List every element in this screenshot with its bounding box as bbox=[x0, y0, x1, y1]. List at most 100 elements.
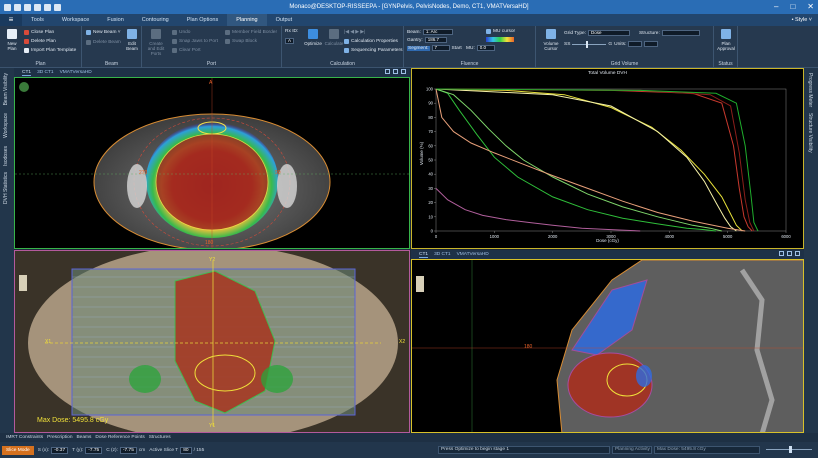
plan-approval-button[interactable]: Plan Approval bbox=[716, 29, 736, 51]
sag-maximize-icon[interactable] bbox=[787, 251, 792, 256]
bottom-tabs: IMRT Constraints Prescription Beams Dose… bbox=[0, 433, 818, 442]
undo-icon[interactable] bbox=[44, 3, 51, 11]
grid-slider[interactable] bbox=[572, 40, 607, 48]
minimize-button[interactable]: – bbox=[774, 2, 779, 11]
view-expand-icon[interactable] bbox=[401, 69, 406, 74]
axial-viewport[interactable]: A 180 270 90 bbox=[14, 77, 410, 249]
c-coordinate: C (z): -7.75 cm bbox=[106, 446, 145, 454]
side-tab-structure-visibility[interactable]: Structure Visibility bbox=[807, 113, 813, 153]
nav-icons[interactable]: |◀ ◀ ▶ ▶| bbox=[344, 30, 366, 35]
import-plan-template-button[interactable]: Import Plan Template bbox=[24, 48, 76, 53]
sequencing-parameters-button[interactable]: Sequencing Parameters bbox=[344, 48, 402, 53]
sag-expand-icon[interactable] bbox=[795, 251, 800, 256]
tab-beams[interactable]: Beams bbox=[76, 435, 92, 440]
tab-workspace[interactable]: Workspace bbox=[61, 17, 90, 23]
clear-port-button[interactable]: Clear Port bbox=[172, 48, 201, 53]
structure-select[interactable] bbox=[661, 30, 700, 36]
close-plan-button[interactable]: Close Plan bbox=[24, 30, 54, 35]
view-layout-icon[interactable] bbox=[385, 69, 390, 74]
snap-jaws-button[interactable]: Snap Jaws to Port bbox=[172, 39, 218, 44]
dvh-series-line-8 bbox=[435, 188, 641, 232]
sag-tab-plan[interactable]: VMATVersaHD bbox=[456, 252, 489, 257]
active-slice-input[interactable]: 80 bbox=[180, 446, 192, 454]
tab-prescription[interactable]: Prescription bbox=[47, 435, 73, 440]
tab-fusion[interactable]: Fusion bbox=[107, 17, 124, 23]
beam-select[interactable]: 1: Arc bbox=[422, 29, 453, 35]
optimize-button[interactable]: Optimize bbox=[302, 29, 324, 46]
tab-tools[interactable]: Tools bbox=[31, 17, 44, 23]
open-icon[interactable] bbox=[24, 3, 31, 11]
side-tab-workspace[interactable]: Workspace bbox=[3, 113, 9, 138]
sag-layout-icon[interactable] bbox=[779, 251, 784, 256]
sag-tab-3d-ct1[interactable]: 3D CT1 bbox=[434, 252, 451, 257]
delete-beam-button[interactable]: Delete Beam bbox=[86, 40, 121, 45]
new-plan-button[interactable]: New Plan bbox=[3, 29, 21, 51]
tab-plan-options[interactable]: Plan Options bbox=[186, 17, 219, 23]
volume-cursor-button[interactable]: Volume Cursor bbox=[539, 29, 563, 51]
grid-type-select[interactable]: Dose bbox=[588, 30, 631, 36]
side-tab-beam-visibility[interactable]: Beam Visibility bbox=[3, 73, 9, 106]
grid-volume-group-label: Grid Volume bbox=[610, 61, 639, 67]
tab-dose-reference-points[interactable]: Dose Reference Points bbox=[95, 435, 145, 440]
calculate-button[interactable]: Calculate bbox=[323, 29, 345, 46]
tab-planning[interactable]: Planning bbox=[227, 14, 267, 26]
new-beam-button[interactable]: New Beam ˅ bbox=[86, 30, 121, 35]
view-tab-3d-ct1[interactable]: 3D CT1 bbox=[37, 70, 54, 75]
close-button[interactable]: ✕ bbox=[807, 2, 814, 11]
left-side-panel: Beam Visibility Workspace Isodoses DVH S… bbox=[0, 68, 14, 433]
beams-eye-viewport[interactable]: Y2 Y1 X1 X2 Max Dose: 5495.8 cGy bbox=[14, 250, 410, 433]
units-input-2[interactable] bbox=[644, 41, 659, 47]
mu-input[interactable]: 0.0 bbox=[476, 45, 495, 51]
t-value[interactable]: -7.75 bbox=[85, 446, 103, 454]
tab-imrt-constraints[interactable]: IMRT Constraints bbox=[6, 435, 44, 440]
calculation-properties-button[interactable]: Calculation Properties bbox=[344, 39, 398, 44]
delete-plan-button[interactable]: Delete Plan bbox=[24, 39, 56, 44]
member-field-border-button[interactable]: Member Field Border bbox=[225, 30, 277, 35]
fluence-group-label: Fluence bbox=[460, 61, 479, 67]
zoom-slider[interactable] bbox=[766, 446, 812, 453]
view-tab-ct1[interactable]: CT1 bbox=[22, 69, 32, 76]
axial-view-header: CT1 3D CT1 VMATVersaHD bbox=[14, 68, 410, 77]
units-label: Units: bbox=[614, 41, 627, 47]
play-icon bbox=[308, 29, 318, 39]
segment-input[interactable]: 7 bbox=[431, 45, 450, 51]
side-tab-progress-meter[interactable]: Progress Meter bbox=[807, 73, 813, 108]
dvh-x-tick-label: 5000 bbox=[723, 234, 733, 239]
app-menu-button[interactable]: ≡ bbox=[0, 14, 22, 26]
tab-contouring[interactable]: Contouring bbox=[141, 17, 169, 23]
dvh-series-line-6 bbox=[435, 88, 759, 232]
units-input-1[interactable] bbox=[628, 41, 643, 47]
c-value[interactable]: -7.75 bbox=[119, 446, 137, 454]
mu-cursor-toggle[interactable]: MU cursor bbox=[486, 29, 515, 34]
dvh-viewport[interactable]: Total Volume DVH 0 1000 2000 3000 4000 5000 60… bbox=[411, 68, 804, 249]
dvh-y-tick-label: 70 bbox=[428, 129, 433, 134]
style-menu[interactable]: • Style ˅ bbox=[791, 17, 812, 23]
rx-id-select[interactable]: A bbox=[285, 38, 295, 44]
side-tab-isodoses[interactable]: Isodoses bbox=[3, 146, 9, 167]
new-beam-icon bbox=[86, 30, 91, 35]
side-tab-dvh-statistics[interactable]: DVH Statistics bbox=[3, 172, 9, 204]
tab-output[interactable]: Output bbox=[275, 17, 293, 23]
maximize-button[interactable]: □ bbox=[790, 2, 796, 11]
sag-tab-ct1[interactable]: CT1 bbox=[419, 251, 429, 258]
view-maximize-icon[interactable] bbox=[393, 69, 398, 74]
view-tab-plan[interactable]: VMATVersaHD bbox=[59, 70, 92, 75]
port-undo-button[interactable]: Undo bbox=[172, 30, 190, 35]
planning-activity: Planning Activity bbox=[612, 446, 652, 454]
s-value[interactable]: -0.37 bbox=[51, 446, 69, 454]
print-icon[interactable] bbox=[34, 3, 41, 11]
tab-structures[interactable]: Structures bbox=[148, 435, 171, 440]
create-ports-button[interactable]: Create and Edit Ports bbox=[145, 29, 167, 56]
orientation-icon bbox=[19, 82, 29, 92]
plan-group-label: Plan bbox=[35, 61, 46, 67]
edit-beam-button[interactable]: Edit Beam bbox=[123, 29, 141, 51]
sagittal-viewport[interactable]: 180 bbox=[411, 259, 804, 433]
save-icon[interactable] bbox=[14, 3, 21, 11]
gantry-input[interactable]: 186.7 bbox=[424, 37, 447, 43]
redo-icon[interactable] bbox=[54, 3, 61, 11]
slice-mode-button[interactable]: Slice Mode bbox=[2, 445, 34, 455]
swap-block-button[interactable]: Swap Block bbox=[225, 39, 257, 44]
zoom-slider-thumb[interactable] bbox=[789, 446, 792, 453]
slice-total: / 155 bbox=[193, 447, 205, 453]
menu-bar: ≡ Tools Workspace Fusion Contouring Plan… bbox=[0, 14, 818, 26]
